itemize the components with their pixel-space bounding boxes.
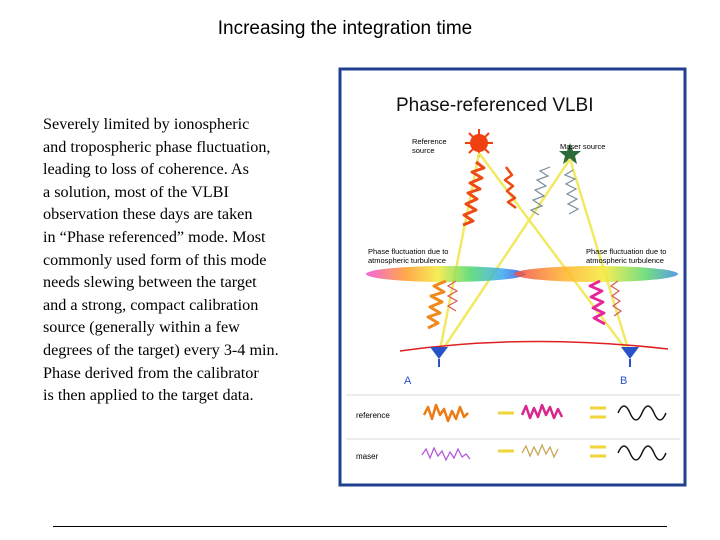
antenna-a-icon [430, 347, 448, 367]
body-line: is then applied to the target data. [43, 386, 254, 405]
antenna-b-label: B [620, 375, 627, 387]
maser-wave-lower-left [446, 280, 459, 312]
body-line: commonly used form of this mode [43, 250, 267, 269]
antenna-b-icon [621, 347, 639, 367]
reference-source-label: Reference [412, 137, 447, 146]
maser-wave-lower-right [609, 280, 623, 317]
body-line: in “Phase referenced” mode. Most [43, 227, 266, 246]
footer-rule [53, 526, 667, 527]
body-line: source (generally within a few [43, 318, 240, 337]
right-turbulence-cloud [514, 266, 678, 282]
equals-sign [590, 406, 606, 419]
figure-title: Phase-referenced VLBI [396, 95, 594, 116]
maser-result-trace [617, 445, 667, 461]
maser-wave-right [563, 169, 580, 215]
body-line: Severely limited by ionospheric [43, 115, 250, 133]
reference-row-label: reference [356, 411, 390, 420]
left-fluctuation-label: Phase fluctuation due to [368, 247, 448, 256]
body-paragraph: Severely limited by ionospheric and trop… [43, 113, 343, 407]
reference-result-trace [617, 405, 667, 421]
maser-wave-left [529, 166, 551, 216]
body-line: degrees of the target) every 3-4 min. [43, 340, 279, 359]
reference-wave-lower-left [426, 279, 447, 330]
antenna-a-label: A [404, 375, 412, 387]
right-fluctuation-label: atmospheric turbulence [586, 256, 664, 265]
signal-beams [437, 152, 632, 356]
body-line: Phase derived from the calibrator [43, 363, 259, 382]
slide-title: Increasing the integration time [217, 18, 473, 39]
equals-sign [590, 445, 606, 458]
reference-wave-right [503, 166, 517, 209]
body-line: and tropospheric phase fluctuation, [43, 137, 271, 156]
reference-signal-trace [422, 403, 469, 423]
maser-phase-trace [521, 443, 559, 459]
phase-referenced-vlbi-diagram: Phase-referenced VLBI Reference source M… [338, 67, 687, 487]
maser-row-label: maser [356, 452, 379, 461]
reference-wave-left [462, 160, 486, 227]
reference-source-star [465, 129, 493, 157]
body-line: observation these days are taken [43, 205, 253, 224]
maser-signal-trace [421, 446, 471, 462]
maser-source-label: Maser source [560, 142, 605, 151]
left-fluctuation-label: atmospheric turbulence [368, 256, 446, 265]
body-line: needs slewing between the target [43, 273, 257, 292]
right-fluctuation-label: Phase fluctuation due to [586, 247, 666, 256]
body-line: a solution, most of the VLBI [43, 182, 229, 201]
reference-wave-lower-right [588, 279, 606, 326]
reference-source-label: source [412, 146, 435, 155]
maser-source-star [559, 143, 581, 164]
earth-horizon [399, 340, 669, 352]
left-turbulence-cloud [366, 266, 526, 282]
body-line: leading to loss of coherence. As [43, 160, 249, 179]
reference-phase-trace [520, 403, 564, 420]
body-line: and a strong, compact calibration [43, 295, 259, 314]
